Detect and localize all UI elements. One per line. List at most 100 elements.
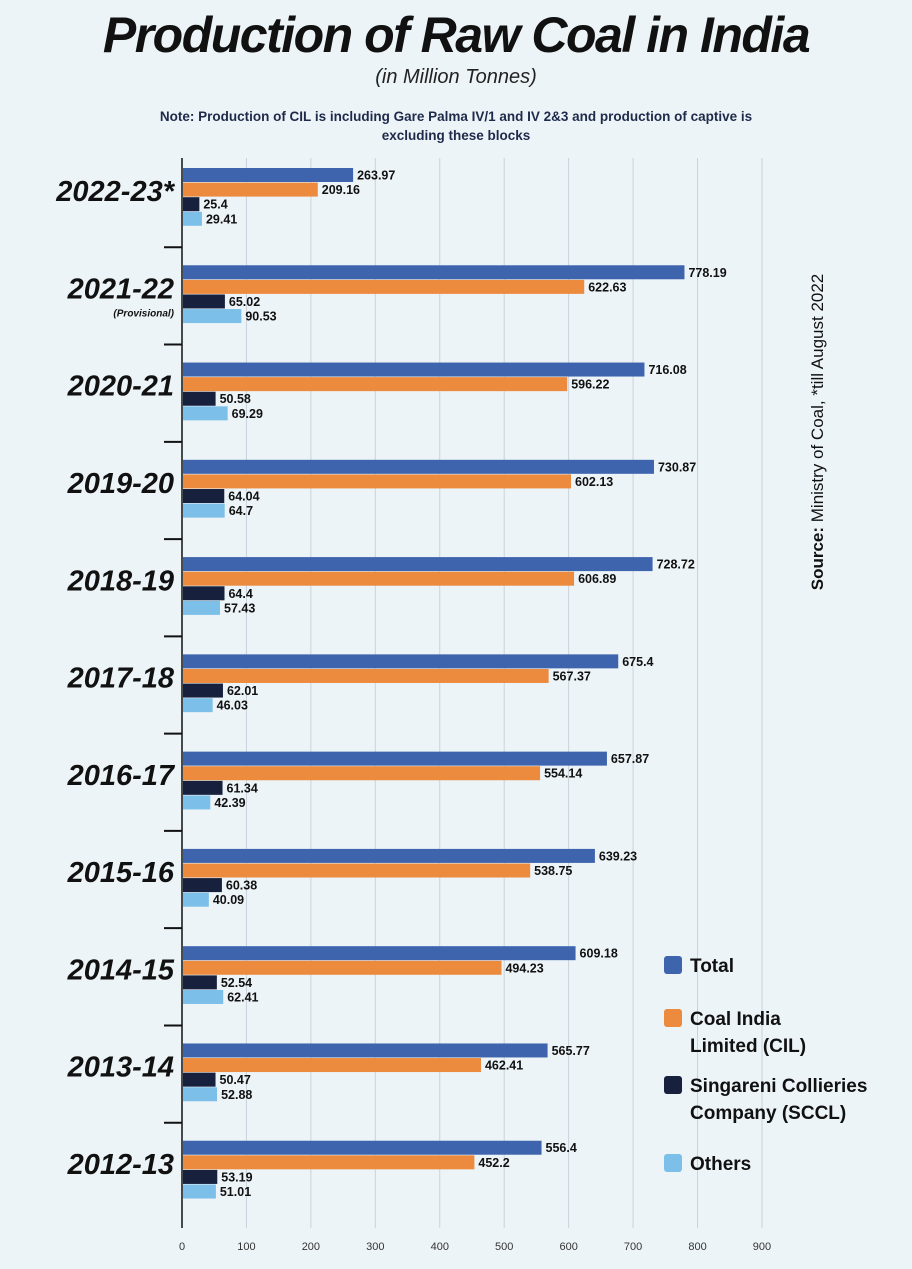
data-label-others: 52.88 [221, 1088, 252, 1102]
legend-label-total: Total [690, 956, 734, 977]
bar-sccl [183, 489, 225, 504]
data-label-cil: 606.89 [578, 572, 616, 586]
data-label-sccl: 25.4 [203, 198, 227, 212]
bar-sccl [183, 197, 200, 212]
data-label-sccl: 53.19 [221, 1170, 252, 1184]
bar-total [183, 751, 607, 766]
bar-total [183, 848, 595, 863]
data-label-total: 639.23 [599, 849, 637, 863]
data-label-others: 62.41 [227, 990, 258, 1004]
bar-sccl [183, 391, 216, 406]
x-tick-label: 300 [366, 1241, 384, 1253]
legend-item-sccl: Singareni Collieries Company (SCCL) [664, 1073, 890, 1127]
legend-label-cil: Coal India Limited (CIL) [690, 1009, 807, 1057]
category-label: 2021-22 [67, 273, 174, 305]
data-label-cil: 602.13 [575, 475, 613, 489]
bar-cil [183, 377, 568, 392]
category-label: 2013-14 [67, 1052, 174, 1084]
bar-total [183, 1043, 548, 1058]
data-label-cil: 494.23 [505, 961, 543, 975]
data-label-total: 657.87 [611, 752, 649, 766]
legend-swatch-cil [664, 1009, 682, 1027]
category-label: 2015-16 [67, 857, 175, 889]
bar-total [183, 168, 354, 182]
data-label-total: 556.4 [546, 1141, 577, 1155]
data-label-total: 730.87 [658, 460, 696, 474]
legend-swatch-total [664, 956, 682, 974]
x-tick-label: 500 [495, 1241, 513, 1253]
data-label-others: 57.43 [224, 601, 255, 615]
bar-total [183, 1140, 542, 1155]
bar-others [183, 503, 225, 518]
bar-others [183, 892, 209, 907]
data-label-others: 29.41 [206, 212, 237, 226]
bar-cil [183, 668, 549, 683]
bar-total [183, 459, 654, 474]
data-label-others: 64.7 [229, 504, 253, 518]
bar-cil [183, 182, 318, 197]
x-tick-label: 200 [302, 1241, 320, 1253]
bar-sccl [183, 1169, 218, 1184]
bar-sccl [183, 294, 225, 309]
x-tick-label: 0 [179, 1241, 185, 1253]
data-label-cil: 596.22 [571, 378, 609, 392]
legend-swatch-others [664, 1154, 682, 1172]
bar-others [183, 309, 242, 324]
category-sublabel: (Provisional) [113, 308, 174, 319]
data-label-sccl: 62.01 [227, 684, 258, 698]
category-label: 2020-21 [67, 371, 174, 403]
data-label-total: 728.72 [657, 558, 695, 572]
bar-cil [183, 571, 575, 586]
data-label-sccl: 65.02 [229, 295, 260, 309]
data-label-others: 69.29 [232, 407, 263, 421]
legend-label-others: Others [690, 1154, 752, 1175]
bar-cil [183, 1058, 481, 1073]
data-label-cil: 538.75 [534, 864, 572, 878]
x-tick-label: 800 [688, 1241, 706, 1253]
bar-others [183, 1087, 218, 1102]
data-label-sccl: 50.58 [220, 392, 251, 406]
bar-cil [183, 863, 531, 878]
data-label-sccl: 60.38 [226, 879, 257, 893]
data-label-sccl: 64.04 [228, 490, 259, 504]
chart-title: Production of Raw Coal in India [102, 7, 811, 63]
data-label-total: 778.19 [688, 266, 726, 280]
data-label-sccl: 61.34 [227, 781, 258, 795]
bar-others [183, 989, 224, 1004]
legend-swatch-sccl [664, 1076, 682, 1094]
category-label: 2018-19 [67, 565, 174, 597]
data-label-total: 609.18 [580, 947, 618, 961]
bar-sccl [183, 975, 217, 990]
bar-total [183, 362, 645, 377]
x-tick-label: 900 [753, 1241, 771, 1253]
category-label: 2017-18 [67, 663, 175, 695]
data-label-others: 51.01 [220, 1185, 251, 1199]
bar-sccl [183, 683, 223, 698]
category-label: 2012-13 [67, 1149, 174, 1181]
legend-label-sccl: Singareni Collieries Company (SCCL) [690, 1076, 868, 1124]
bar-others [183, 795, 211, 810]
legend-item-total: Total [664, 953, 890, 980]
legend-item-others: Others [664, 1151, 890, 1178]
bar-others [183, 406, 228, 421]
bar-others [183, 1184, 216, 1199]
data-label-cil: 209.16 [322, 183, 360, 197]
data-label-cil: 567.37 [553, 669, 591, 683]
data-label-cil: 622.63 [588, 280, 626, 294]
data-label-others: 40.09 [213, 893, 244, 907]
bar-sccl [183, 780, 223, 795]
x-tick-label: 700 [624, 1241, 642, 1253]
x-tick-label: 400 [431, 1241, 449, 1253]
bar-others [183, 211, 202, 226]
data-label-others: 46.03 [217, 699, 248, 713]
bar-total [183, 557, 653, 572]
data-label-cil: 462.41 [485, 1059, 523, 1073]
category-label: 2016-17 [67, 760, 176, 792]
bar-sccl [183, 1072, 216, 1087]
bar-others [183, 600, 221, 615]
bar-others [183, 698, 213, 713]
data-label-total: 565.77 [552, 1044, 590, 1058]
bar-cil [183, 960, 502, 975]
data-label-others: 90.53 [245, 310, 276, 324]
data-label-total: 263.97 [357, 169, 395, 183]
